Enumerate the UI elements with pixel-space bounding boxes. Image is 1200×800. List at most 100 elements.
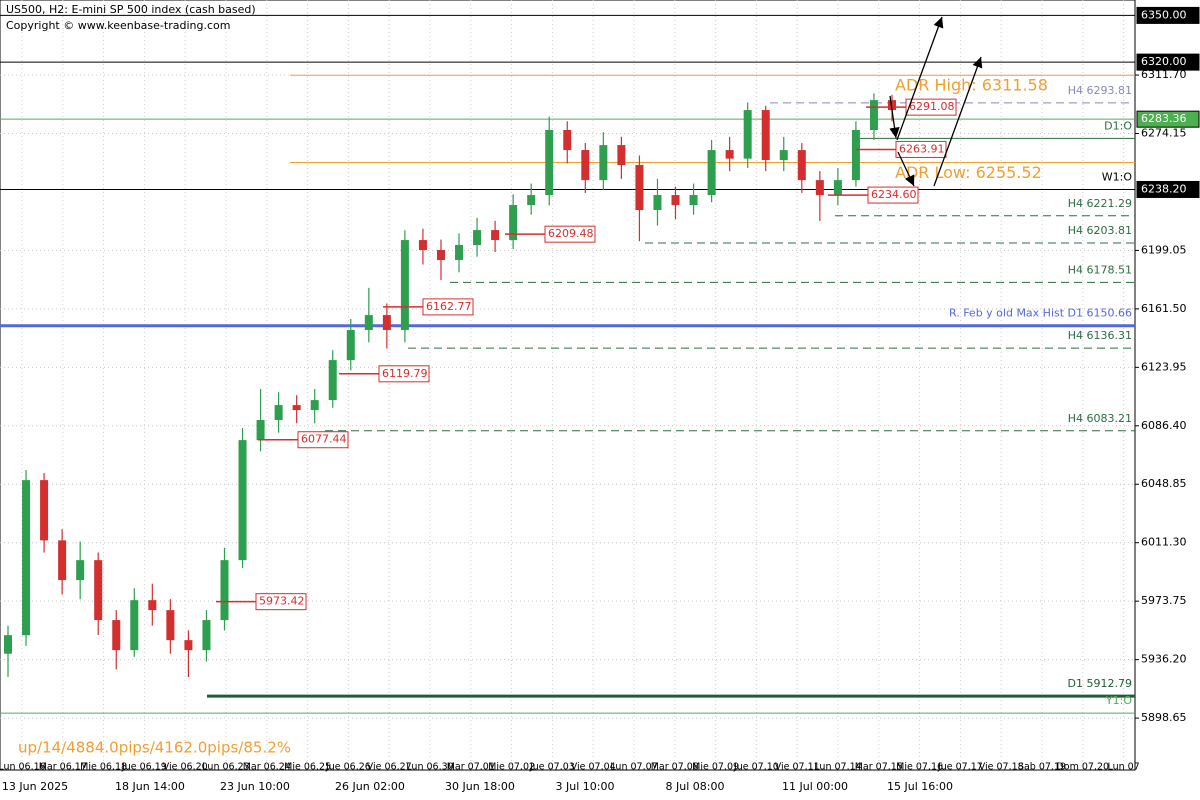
candle-body <box>743 110 752 159</box>
price-box <box>1136 6 1200 24</box>
candle-body <box>400 240 409 331</box>
poc-label: 6119.79 <box>382 367 428 380</box>
y-tick-label: 6086.40 <box>1141 419 1187 432</box>
x-day-label: Mie 07.09 <box>692 762 739 773</box>
candle-body <box>328 360 337 401</box>
candle-body <box>22 480 31 636</box>
x-day-label: Mar 07.08 <box>651 762 699 773</box>
candle-body <box>725 150 734 159</box>
x-date-label: 3 Jul 10:00 <box>556 780 615 793</box>
level-label: H4 6203.81 <box>1068 224 1132 237</box>
level-label: H4 6178.51 <box>1068 263 1132 276</box>
layers: ADR High: 6311.58 H4 6293.81 D1:O ADR Low: … <box>0 0 1135 770</box>
level-label: H4 6083.21 <box>1068 412 1132 425</box>
x-date-label: 11 Jul 00:00 <box>782 780 848 793</box>
candle-body <box>310 400 319 411</box>
candle-body <box>166 610 175 641</box>
x-day-label: Lun 07 <box>1107 762 1139 773</box>
x-day-label: Mie 07.16 <box>896 762 943 773</box>
poc-label: 6077.44 <box>301 433 347 446</box>
x-day-label: Mie 06.25 <box>284 762 331 773</box>
candle-body <box>148 600 157 611</box>
candle-body <box>563 129 572 151</box>
x-day-label: Mar 06.24 <box>243 762 291 773</box>
y-tick-label: 5973.75 <box>1141 594 1187 607</box>
y-tick-label: 6048.85 <box>1141 477 1187 490</box>
level-label: D1:O <box>1104 119 1132 132</box>
chart-title: US500, H2: E-mini SP 500 index (cash bas… <box>6 3 256 16</box>
x-day-label: Mar 07.01 <box>447 762 495 773</box>
candle-body <box>292 405 301 411</box>
y-tick-label: 6274.15 <box>1141 126 1187 139</box>
candle-body <box>689 195 698 206</box>
x-day-label: Dom 07.20 <box>1056 762 1109 773</box>
x-day-label: Jue 07.10 <box>733 762 779 773</box>
x-day-label: Vie 06.27 <box>367 762 412 773</box>
candle-body <box>436 250 445 260</box>
candle-body <box>653 195 662 211</box>
y-tick-label: 6011.30 <box>1141 536 1187 549</box>
x-day-label: Vie 07.11 <box>775 762 820 773</box>
level-label: H4 6136.31 <box>1068 329 1132 342</box>
y-tick-label: 5936.20 <box>1141 653 1187 666</box>
adr-label: ADR Low: 6255.52 <box>895 163 1042 182</box>
poc-box <box>255 593 307 611</box>
candle-body <box>707 150 716 196</box>
candle-body <box>617 145 626 166</box>
candle-body <box>4 635 12 654</box>
x-day-label: Jue 06.19 <box>121 762 167 773</box>
candle-body <box>545 129 554 196</box>
arrows <box>889 16 983 187</box>
level-label: D1 5912.79 <box>1068 677 1132 690</box>
y-tick-label: 6311.70 <box>1141 68 1187 81</box>
x-day-label: Mar 07.15 <box>855 762 903 773</box>
candle-body <box>581 150 590 181</box>
candle-body <box>797 150 806 181</box>
plot-area <box>0 0 1136 771</box>
y-tick-label: 6161.50 <box>1141 302 1187 315</box>
x-date-label: 8 Jul 08:00 <box>666 780 725 793</box>
candle-body <box>256 420 265 441</box>
y-tick-label: 5898.65 <box>1141 711 1187 724</box>
poc-label: 6291.08 <box>909 100 955 113</box>
x-day-label: Lun 07.14 <box>814 762 861 773</box>
price-box-label: 6283.36 <box>1141 112 1187 125</box>
poc-box <box>422 298 474 316</box>
y-tick-label: 6123.95 <box>1141 360 1187 373</box>
candle-body <box>364 315 373 331</box>
candle-body <box>220 560 229 621</box>
candle-body <box>851 129 860 181</box>
poc-box <box>895 140 947 158</box>
x-date-label: 13 Jun 2025 <box>2 780 68 793</box>
level-label: Y1:O <box>1105 694 1132 707</box>
x-day-label: Vie 07.18 <box>979 762 1024 773</box>
x-day-label: Lun 06.23 <box>202 762 249 773</box>
adr-label: ADR High: 6311.58 <box>895 76 1048 95</box>
candle-body <box>599 145 608 181</box>
price-box <box>1136 180 1200 198</box>
poc-label: 6234.60 <box>871 188 917 201</box>
candle-body <box>527 195 536 206</box>
candle-body <box>238 440 247 561</box>
poc-box <box>378 365 430 383</box>
price-box-label: 6350.00 <box>1141 8 1187 21</box>
arrow <box>933 56 983 187</box>
x-day-label: Vie 06.20 <box>163 762 208 773</box>
x-date-label: 15 Jul 16:00 <box>887 780 953 793</box>
candle-body <box>184 640 193 651</box>
level-label: H4 6293.81 <box>1068 84 1132 97</box>
price-box <box>1136 53 1200 71</box>
x-date-label: 30 Jun 18:00 <box>445 780 515 793</box>
arrow <box>896 16 944 141</box>
candle-body <box>58 540 67 581</box>
candle-body <box>473 230 482 246</box>
x-date-label: 26 Jun 02:00 <box>335 780 405 793</box>
candle-body <box>130 600 139 651</box>
poc-label: 6209.48 <box>548 227 594 240</box>
x-day-label: Sab 07.19 <box>1018 762 1066 773</box>
price-box <box>1136 110 1200 128</box>
candle-body <box>761 110 770 161</box>
x-day-label: Jue 07.17 <box>937 762 983 773</box>
